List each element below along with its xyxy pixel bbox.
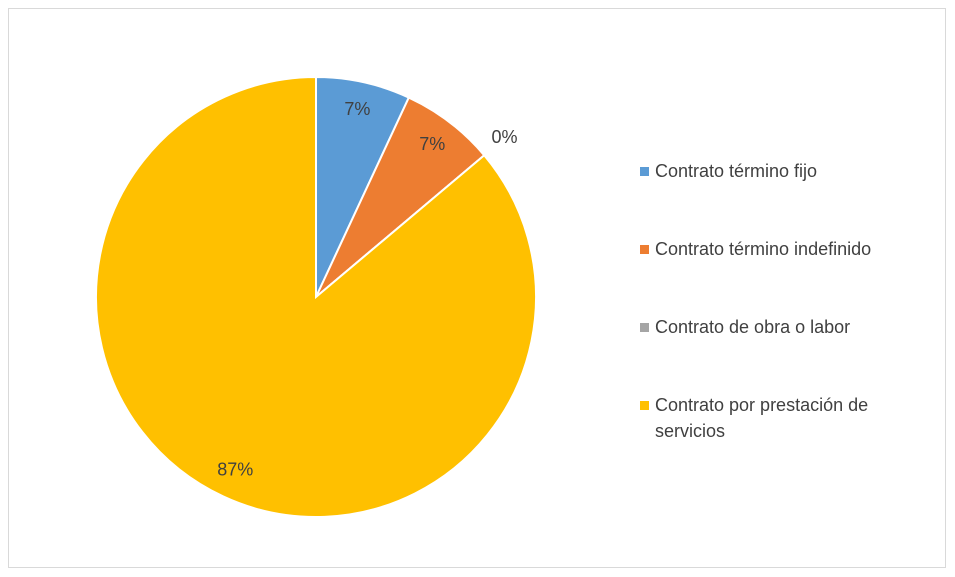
data-label: 87% xyxy=(217,459,253,479)
legend-label: Contrato por prestación de servicios xyxy=(655,395,869,441)
pie-slice xyxy=(95,75,537,518)
data-label: 7% xyxy=(344,99,370,119)
legend-swatch xyxy=(640,323,649,332)
legend-label: Contrato término indefinido xyxy=(655,239,872,259)
legend-swatch xyxy=(640,401,649,410)
data-label: 0% xyxy=(491,127,517,147)
data-label: 7% xyxy=(419,134,445,154)
legend: Contrato término fijo Contrato término in… xyxy=(640,158,930,444)
legend-item: Contrato por prestación de servicios xyxy=(640,392,930,444)
legend-swatch xyxy=(640,167,649,176)
legend-label: Contrato de obra o labor xyxy=(655,317,851,337)
chart-frame xyxy=(8,8,946,568)
legend-item: Contrato término fijo xyxy=(640,158,930,184)
legend-item: Contrato de obra o labor xyxy=(640,314,930,340)
legend-swatch xyxy=(640,245,649,254)
legend-label: Contrato término fijo xyxy=(655,161,818,181)
legend-item: Contrato término indefinido xyxy=(640,236,930,262)
